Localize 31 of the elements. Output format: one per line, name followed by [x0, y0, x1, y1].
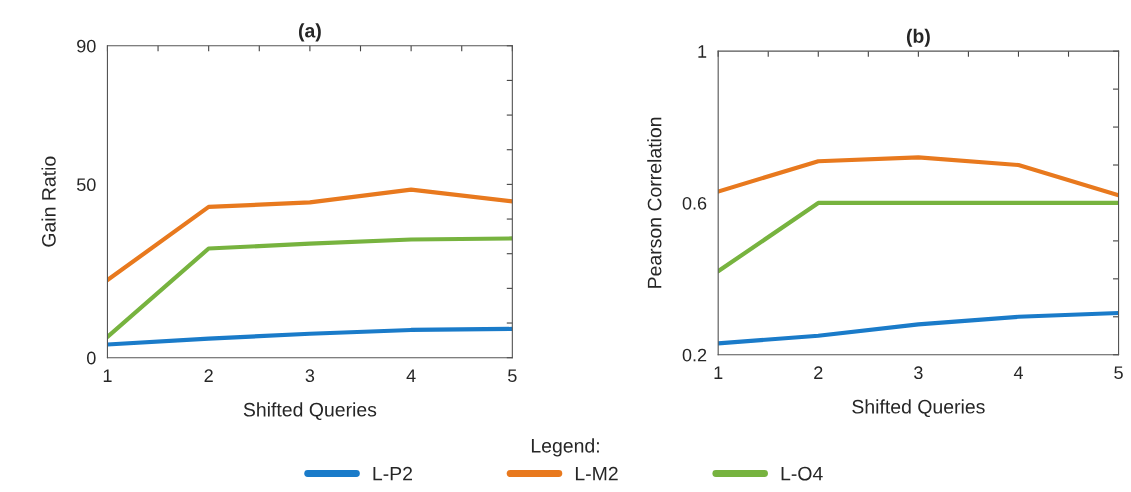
y-axis-title: Pearson Correlation — [647, 117, 662, 288]
y-axis-title: Gain Ratio — [41, 156, 56, 247]
legend-label: L-O4 — [781, 466, 823, 481]
y-tick-label: 90 — [77, 39, 96, 53]
y-tick-label: 0 — [87, 351, 96, 365]
x-tick-label: 2 — [204, 369, 213, 382]
x-tick-label: 4 — [406, 369, 416, 382]
y-tick-label: 0.2 — [682, 348, 707, 362]
x-tick-label: 1 — [714, 366, 723, 379]
x-tick-label: 4 — [1013, 366, 1023, 379]
legend-title: Legend: — [531, 438, 599, 457]
line-series — [718, 310, 1119, 346]
legend-label: L-P2 — [373, 466, 412, 481]
x-axis-title: Shifted Queries — [852, 399, 985, 418]
x-tick-label: 3 — [305, 369, 315, 383]
x-tick-label: 3 — [914, 366, 923, 380]
line-series — [107, 326, 513, 347]
chart-title: (a) — [298, 23, 321, 42]
y-tick-label: 1 — [698, 45, 707, 58]
legend-label: L-M2 — [575, 466, 618, 481]
x-axis-title: Shifted Queries — [243, 402, 377, 421]
x-tick-label: 2 — [814, 366, 823, 379]
y-tick-label: 50 — [76, 178, 96, 192]
line-series — [718, 155, 1119, 198]
line-series — [107, 236, 513, 339]
y-tick-label: 0.6 — [682, 196, 707, 210]
x-tick-label: 5 — [508, 369, 517, 383]
x-tick-label: 5 — [1114, 366, 1123, 380]
line-series — [107, 187, 513, 283]
chart-title: (b) — [906, 28, 930, 47]
x-tick-label: 1 — [103, 369, 112, 382]
